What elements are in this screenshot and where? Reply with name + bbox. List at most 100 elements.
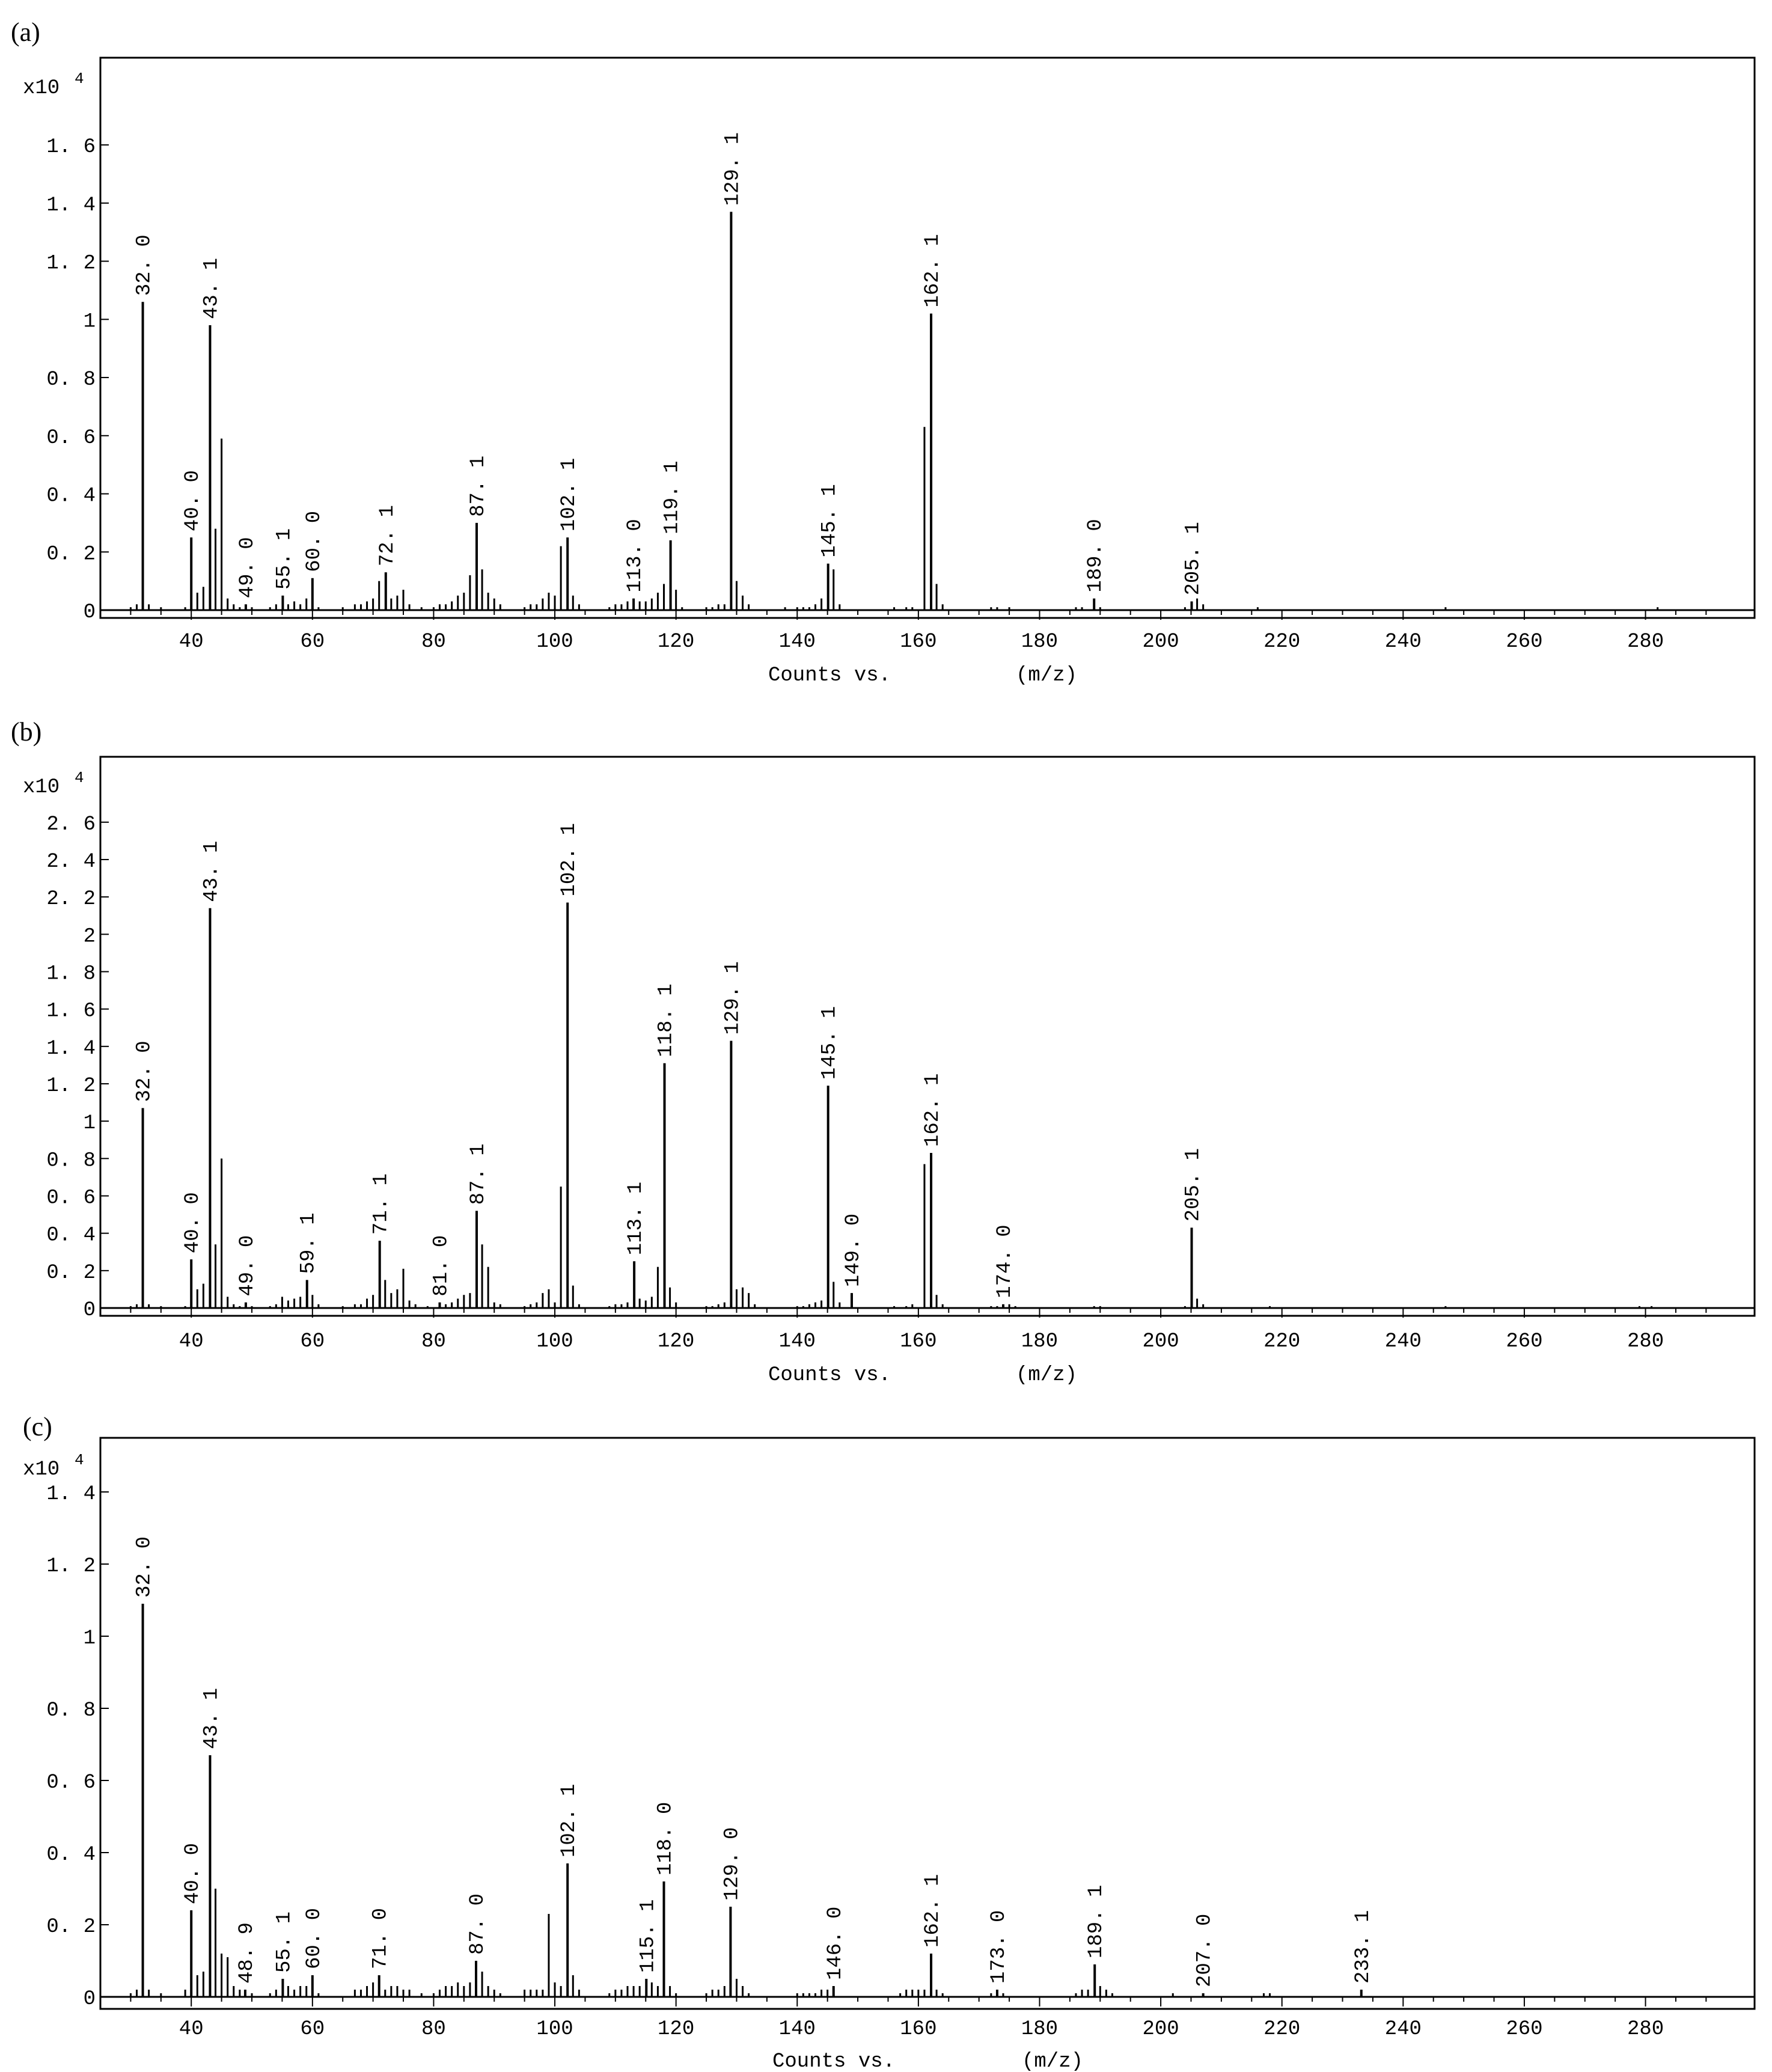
panel-a-y-scale-exp: 4 bbox=[75, 70, 84, 88]
panel-a-x-tick-label: 220 bbox=[1263, 631, 1300, 653]
panel-b-y-tick-label: 2. 6 bbox=[46, 813, 96, 836]
panel-a-peak-label: 205. 1 bbox=[1182, 522, 1205, 595]
panel-b-plot-frame bbox=[99, 756, 1756, 1317]
panel-b-peak-label: 59. 1 bbox=[298, 1212, 320, 1274]
panel-c-x-tick-label: 140 bbox=[779, 2018, 816, 2041]
panel-a-x-tick-label: 140 bbox=[779, 631, 816, 653]
panel-c-x-tick-label: 200 bbox=[1142, 2018, 1179, 2041]
panel-a-x-tick-label: 260 bbox=[1506, 631, 1542, 653]
panel-b-x-tick-label: 40 bbox=[179, 1330, 204, 1353]
panel-c-peak-label: 115. 1 bbox=[637, 1899, 659, 1973]
panel-b-x-tick-label: 180 bbox=[1021, 1330, 1058, 1353]
panel-b-y-tick-label: 1. 2 bbox=[46, 1075, 96, 1098]
panel-c-label: (c) bbox=[23, 1412, 52, 1441]
panel-a-x-axis-unit: (m/z) bbox=[1016, 664, 1077, 687]
panel-a-peak-label: 102. 1 bbox=[558, 458, 581, 531]
panel-b-y-tick-label: 0. 2 bbox=[46, 1262, 96, 1285]
panel-b-x-axis-title: Counts vs. bbox=[768, 1364, 891, 1387]
panel-a-plot-frame bbox=[99, 57, 1756, 619]
panel-c-x-tick-label: 280 bbox=[1627, 2018, 1664, 2041]
panel-c-peak-label: 71. 0 bbox=[370, 1908, 393, 1969]
panel-c-y-scale-base: x10 bbox=[23, 1458, 60, 1481]
panel-c-peak-label: 173. 0 bbox=[988, 1910, 1010, 1984]
panel-b-y-tick-label: 1. 4 bbox=[46, 1038, 96, 1060]
panel-a-y-scale-base: x10 bbox=[23, 77, 60, 100]
panel-b-peak-label: 87. 1 bbox=[467, 1143, 490, 1205]
panel-c-peak-label: 162. 1 bbox=[921, 1874, 944, 1948]
panel-a-y-tick-label: 0 bbox=[84, 601, 96, 624]
panel-a-plot-area: 0 0. 2 0. 4 0. 6 0. 8 1 1. 2 1. 4 1. 6 40 60 80 100 1… bbox=[46, 132, 1755, 653]
panel-b-peak-label: 149. 0 bbox=[842, 1214, 865, 1287]
panel-a-peak-label: 55. 1 bbox=[273, 528, 296, 590]
panel-c-x-tick-label: 160 bbox=[900, 2018, 936, 2041]
panel-c-x-tick-label: 100 bbox=[536, 2018, 573, 2041]
panel-c-peak-label: 32. 0 bbox=[133, 1536, 156, 1598]
panel-b-x-tick-label: 240 bbox=[1385, 1330, 1422, 1353]
panel-a-peak-label: 119. 1 bbox=[661, 460, 684, 534]
panel-a-y-tick-label: 0. 2 bbox=[46, 543, 96, 566]
panel-c-peak-label: 146. 0 bbox=[824, 1907, 847, 1980]
panel-b-y-tick-label: 2. 2 bbox=[46, 888, 96, 911]
panel-a-peak-label: 113. 0 bbox=[624, 519, 647, 592]
panel-a-y-tick-label: 0. 4 bbox=[46, 485, 96, 508]
panel-b-peak-label: 145. 1 bbox=[819, 1006, 842, 1080]
panel-a-peak-label: 145. 1 bbox=[819, 484, 842, 557]
panel-a-peak-label: 32. 0 bbox=[133, 234, 156, 296]
panel-a-peak-label: 189. 0 bbox=[1084, 519, 1107, 592]
panel-b-label: (b) bbox=[11, 717, 41, 747]
panel-b-peak-label: 162. 1 bbox=[921, 1074, 944, 1147]
panel-b-plot-area: 0 0. 2 0. 4 0. 6 0. 8 1 1. 2 1. 4 1. 6 1. 8 2 2. 2 2… bbox=[46, 813, 1755, 1353]
panel-c-x-axis-unit: (m/z) bbox=[1022, 2050, 1083, 2072]
panel-a-y-tick-label: 1. 4 bbox=[46, 194, 96, 217]
panel-c-peak-label: 233. 1 bbox=[1352, 1910, 1375, 1984]
panel-c-peak-label: 48. 9 bbox=[236, 1922, 258, 1984]
panel-b: (b) x10 4 0 0. 2 0. 4 0. 6 0. 8 1 1. 2 1. 4 1. 6… bbox=[11, 717, 1756, 1387]
panel-a-x-tick-label: 280 bbox=[1627, 631, 1664, 653]
panel-b-peak-label: 43. 1 bbox=[200, 841, 223, 902]
panel-c-y-tick-label: 1. 2 bbox=[46, 1555, 96, 1578]
panel-a-x-tick-label: 40 bbox=[179, 631, 204, 653]
panel-a: (a) x10 4 0 0. 2 0. 4 0. 6 0. 8 1 1. 2 1. 4 1. 6… bbox=[11, 17, 1756, 687]
panel-b-y-tick-label: 0. 8 bbox=[46, 1149, 96, 1172]
panel-a-x-tick-label: 240 bbox=[1385, 631, 1422, 653]
panel-b-y-tick-label: 2. 4 bbox=[46, 851, 96, 873]
panel-a-label: (a) bbox=[11, 17, 40, 47]
panel-b-peak-label: 102. 1 bbox=[558, 823, 581, 896]
panel-b-peak-label: 40. 0 bbox=[182, 1192, 204, 1253]
panel-a-x-axis-title: Counts vs. bbox=[768, 664, 891, 687]
panel-a-x-tick-label: 100 bbox=[536, 631, 573, 653]
panel-a-peak-label: 72. 1 bbox=[376, 505, 399, 566]
panel-c: (c) x10 4 0 0. 2 0. 4 0. 6 0. 8 1 1. 2 1. 4 40 60… bbox=[23, 1412, 1756, 2072]
panel-a-x-tick-label: 80 bbox=[421, 631, 446, 653]
panel-b-y-tick-label: 1. 6 bbox=[46, 1000, 96, 1023]
panel-b-y-scale-base: x10 bbox=[23, 776, 60, 799]
panel-c-y-tick-label: 0 bbox=[84, 1988, 96, 2011]
panel-b-x-tick-label: 220 bbox=[1263, 1330, 1300, 1353]
panel-b-y-tick-label: 0. 4 bbox=[46, 1224, 96, 1247]
panel-b-y-tick-label: 0 bbox=[84, 1299, 96, 1322]
panel-a-y-tick-label: 0. 8 bbox=[46, 368, 96, 391]
panel-c-peak-label: 102. 1 bbox=[558, 1784, 581, 1857]
panel-c-y-tick-label: 0. 2 bbox=[46, 1916, 96, 1939]
panel-b-x-tick-label: 160 bbox=[900, 1330, 936, 1353]
panel-c-x-tick-label: 40 bbox=[179, 2018, 204, 2041]
panel-c-x-tick-label: 180 bbox=[1021, 2018, 1058, 2041]
panel-a-x-tick-label: 180 bbox=[1021, 631, 1058, 653]
panel-b-x-tick-label: 200 bbox=[1142, 1330, 1179, 1353]
panel-c-y-scale-exp: 4 bbox=[75, 1451, 84, 1469]
panel-a-peak-label: 43. 1 bbox=[200, 258, 223, 319]
panel-b-peak-label: 81. 0 bbox=[430, 1235, 453, 1297]
panel-c-y-tick-label: 0. 4 bbox=[46, 1844, 96, 1866]
panel-a-peak-label: 162. 1 bbox=[921, 234, 944, 307]
panel-b-peak-label: 205. 1 bbox=[1182, 1148, 1205, 1221]
panel-a-peak-label: 49. 0 bbox=[236, 537, 259, 598]
panel-c-peak-label: 189. 1 bbox=[1085, 1885, 1108, 1958]
panel-c-plot-frame bbox=[99, 1437, 1756, 2010]
panel-c-peak-label: 87. 0 bbox=[466, 1893, 489, 1955]
panel-c-peak-label: 118. 0 bbox=[654, 1802, 677, 1875]
panel-c-y-tick-label: 1. 4 bbox=[46, 1483, 96, 1506]
panel-b-x-tick-label: 60 bbox=[300, 1330, 325, 1353]
panel-c-y-tick-label: 0. 8 bbox=[46, 1699, 96, 1722]
